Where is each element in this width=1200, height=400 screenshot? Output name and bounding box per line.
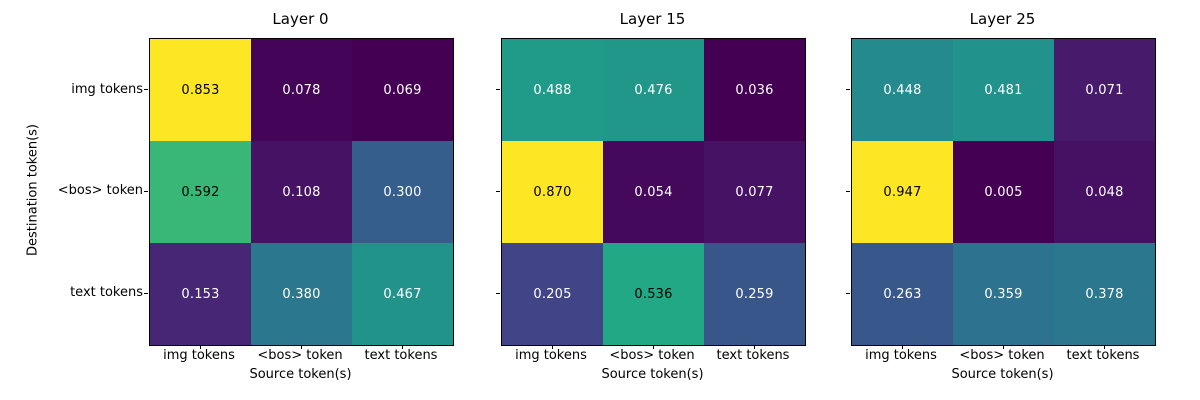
heatmap-grid: 0.448 0.481 0.071 0.947 0.005 0.048 0.263 0.359… bbox=[851, 38, 1156, 346]
cell-value: 0.592 bbox=[181, 184, 220, 200]
cell-value: 0.378 bbox=[1085, 286, 1124, 302]
heatmap-cell: 0.536 bbox=[603, 243, 704, 345]
x-tick-label-bos-token: <bos> token bbox=[257, 348, 343, 363]
x-tick-label-img-tokens: img tokens bbox=[865, 348, 937, 363]
heatmap-cell: 0.077 bbox=[704, 141, 805, 243]
heatmap-cell: 0.853 bbox=[150, 39, 251, 141]
cell-value: 0.205 bbox=[533, 286, 572, 302]
heatmap-cell: 0.481 bbox=[953, 39, 1054, 141]
cell-value: 0.853 bbox=[181, 82, 220, 98]
cell-value: 0.108 bbox=[282, 184, 321, 200]
heatmap-cell: 0.153 bbox=[150, 243, 251, 345]
cell-value: 0.488 bbox=[533, 82, 572, 98]
heatmap-cell: 0.205 bbox=[502, 243, 603, 345]
heatmap-cell: 0.467 bbox=[352, 243, 453, 345]
heatmap-panel-layer-25: Layer 25 0.448 0.481 0.071 0.947 0.005 0.048 0… bbox=[846, 0, 1156, 400]
cell-value: 0.870 bbox=[533, 184, 572, 200]
cell-value: 0.077 bbox=[735, 184, 774, 200]
heatmap-cell: 0.071 bbox=[1054, 39, 1155, 141]
heatmap-cell: 0.263 bbox=[852, 243, 953, 345]
heatmap-cell: 0.054 bbox=[603, 141, 704, 243]
cell-value: 0.263 bbox=[883, 286, 922, 302]
y-tick-label-bos-token: <bos> token bbox=[57, 183, 143, 198]
cell-value: 0.380 bbox=[282, 286, 321, 302]
y-tick-mark bbox=[496, 89, 500, 90]
heatmap-cell: 0.108 bbox=[251, 141, 352, 243]
y-tick-label-img-tokens: img tokens bbox=[71, 82, 143, 97]
y-tick-mark bbox=[496, 293, 500, 294]
heatmap-cell: 0.359 bbox=[953, 243, 1054, 345]
heatmap-cell: 0.488 bbox=[502, 39, 603, 141]
x-tick-label-bos-token: <bos> token bbox=[609, 348, 695, 363]
cell-value: 0.947 bbox=[883, 184, 922, 200]
heatmap-panel-layer-0: Layer 0 0.853 0.078 0.069 0.592 0.108 0.300 0.… bbox=[144, 0, 454, 400]
x-tick-mark bbox=[402, 345, 403, 349]
x-axis-label: Source token(s) bbox=[951, 367, 1054, 382]
heatmap-cell: 0.069 bbox=[352, 39, 453, 141]
cell-value: 0.481 bbox=[984, 82, 1023, 98]
chart-title: Layer 0 bbox=[272, 10, 329, 28]
heatmap-cell: 0.947 bbox=[852, 141, 953, 243]
cell-value: 0.054 bbox=[634, 184, 673, 200]
y-tick-mark bbox=[144, 293, 148, 294]
x-tick-mark bbox=[653, 345, 654, 349]
heatmap-grid: 0.853 0.078 0.069 0.592 0.108 0.300 0.153 0.380… bbox=[149, 38, 454, 346]
x-tick-label-bos-token: <bos> token bbox=[959, 348, 1045, 363]
x-tick-mark bbox=[902, 345, 903, 349]
y-tick-label-text-tokens: text tokens bbox=[70, 285, 143, 300]
x-axis-label: Source token(s) bbox=[601, 367, 704, 382]
cell-value: 0.153 bbox=[181, 286, 220, 302]
cell-value: 0.071 bbox=[1085, 82, 1124, 98]
x-axis-label: Source token(s) bbox=[249, 367, 352, 382]
y-tick-mark bbox=[144, 89, 148, 90]
x-tick-label-text-tokens: text tokens bbox=[364, 348, 438, 363]
heatmap-cell: 0.476 bbox=[603, 39, 704, 141]
heatmap-cell: 0.300 bbox=[352, 141, 453, 243]
cell-value: 0.476 bbox=[634, 82, 673, 98]
heatmap-cell: 0.078 bbox=[251, 39, 352, 141]
heatmap-cell: 0.378 bbox=[1054, 243, 1155, 345]
cell-value: 0.467 bbox=[383, 286, 422, 302]
x-tick-label-text-tokens: text tokens bbox=[1066, 348, 1140, 363]
cell-value: 0.259 bbox=[735, 286, 774, 302]
cell-value: 0.448 bbox=[883, 82, 922, 98]
heatmap-cell: 0.048 bbox=[1054, 141, 1155, 243]
chart-title: Layer 15 bbox=[619, 10, 686, 28]
y-tick-mark bbox=[144, 191, 148, 192]
heatmap-cell: 0.592 bbox=[150, 141, 251, 243]
cell-value: 0.078 bbox=[282, 82, 321, 98]
cell-value: 0.359 bbox=[984, 286, 1023, 302]
heatmap-cell: 0.448 bbox=[852, 39, 953, 141]
y-tick-mark bbox=[846, 89, 850, 90]
cell-value: 0.036 bbox=[735, 82, 774, 98]
y-tick-mark bbox=[496, 191, 500, 192]
heatmap-cell: 0.380 bbox=[251, 243, 352, 345]
heatmap-panel-layer-15: Layer 15 0.488 0.476 0.036 0.870 0.054 0.077 0… bbox=[496, 0, 806, 400]
x-tick-mark bbox=[552, 345, 553, 349]
cell-value: 0.048 bbox=[1085, 184, 1124, 200]
cell-value: 0.536 bbox=[634, 286, 673, 302]
x-tick-label-text-tokens: text tokens bbox=[716, 348, 790, 363]
cell-value: 0.005 bbox=[984, 184, 1023, 200]
x-tick-mark bbox=[200, 345, 201, 349]
x-tick-mark bbox=[1003, 345, 1004, 349]
heatmap-cell: 0.036 bbox=[704, 39, 805, 141]
x-tick-mark bbox=[301, 345, 302, 349]
cell-value: 0.069 bbox=[383, 82, 422, 98]
x-tick-label-img-tokens: img tokens bbox=[515, 348, 587, 363]
heatmap-cell: 0.005 bbox=[953, 141, 1054, 243]
y-tick-mark bbox=[846, 191, 850, 192]
heatmap-cell: 0.259 bbox=[704, 243, 805, 345]
chart-title: Layer 25 bbox=[969, 10, 1036, 28]
x-tick-mark bbox=[1104, 345, 1105, 349]
x-tick-mark bbox=[754, 345, 755, 349]
heatmap-grid: 0.488 0.476 0.036 0.870 0.054 0.077 0.205 0.536… bbox=[501, 38, 806, 346]
x-tick-label-img-tokens: img tokens bbox=[163, 348, 235, 363]
cell-value: 0.300 bbox=[383, 184, 422, 200]
heatmap-cell: 0.870 bbox=[502, 141, 603, 243]
y-tick-mark bbox=[846, 293, 850, 294]
